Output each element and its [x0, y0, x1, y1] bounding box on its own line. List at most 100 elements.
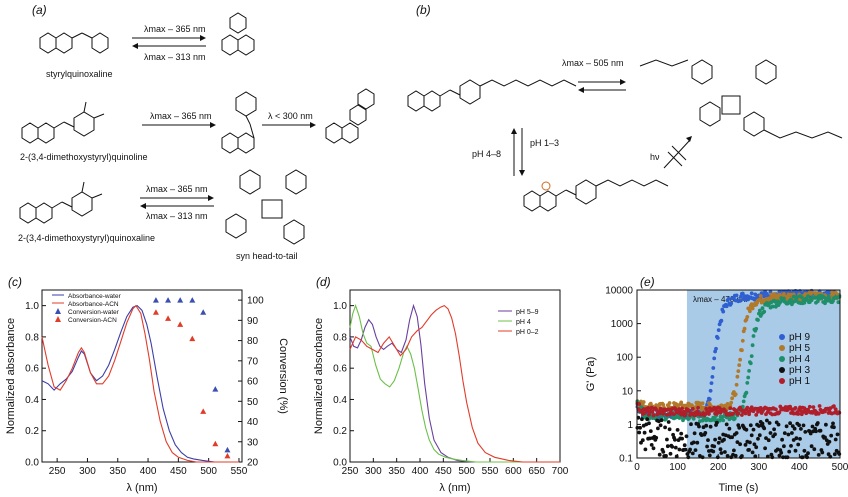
chart-e-data-point — [665, 444, 670, 449]
chart-e-data-point — [751, 334, 756, 338]
chart-d-x-tick-label: 550 — [482, 466, 499, 477]
chart-e-data-point — [793, 406, 798, 410]
chart-c-y2-tick-label: 90 — [247, 316, 259, 327]
chart-e-data-point — [810, 424, 815, 429]
chart-e-data-point — [659, 418, 664, 423]
chart-e-data-point — [750, 306, 755, 311]
chart-e-data-point — [696, 405, 700, 410]
chart-e-data-point — [796, 442, 801, 447]
chart-e-data-point — [833, 437, 838, 442]
chart-e-data-point — [727, 426, 732, 431]
chart-e-data-point — [707, 453, 712, 458]
chart-e-data-point — [664, 454, 668, 458]
chart-e-data-point — [721, 309, 726, 314]
blocked-photoreaction-arrow — [663, 136, 692, 169]
chart-e-data-point — [677, 447, 682, 452]
chart-e-legend-marker — [779, 367, 785, 373]
chart-e-data-point — [670, 444, 675, 449]
chart-e-data-point — [712, 356, 717, 361]
chart-e-data-point — [816, 453, 821, 457]
chart-e-data-point — [786, 432, 791, 437]
chart-c-conversion-marker — [177, 297, 184, 303]
chart-e-data-point — [754, 445, 759, 450]
chart-e-data-point — [659, 415, 664, 420]
chart-e-data-point — [820, 450, 825, 455]
row3-equilibrium-arrows — [140, 195, 214, 209]
chart-e-data-point — [749, 291, 754, 296]
chart-e-legend-label: pH 4 — [789, 354, 811, 365]
chart-c-frame — [41, 289, 243, 463]
chart-c-conversion-marker — [165, 315, 172, 321]
chart-e-data-point — [796, 412, 801, 416]
chart-c-y-tick-label: 1.0 — [25, 301, 39, 312]
chart-e-data-point — [656, 426, 660, 431]
row2-arrow-1 — [142, 122, 216, 128]
chart-d-x-tick-label: 600 — [505, 466, 522, 477]
panel-d-label: (d) — [316, 275, 331, 289]
chart-e-data-point — [780, 437, 784, 442]
chart-d-y-tick-label: 0.0 — [333, 458, 347, 469]
chart-d-y-tick-label: 0.2 — [333, 426, 347, 437]
chart-e-data-point — [747, 448, 751, 452]
chart-d-series-line — [349, 304, 560, 463]
chart-e-data-point — [658, 423, 663, 428]
chart-e-data-point — [716, 440, 721, 445]
chart-e-data-point — [648, 429, 653, 433]
chart-e-data-point — [748, 423, 753, 428]
chart-c-x-tick-label: 450 — [170, 466, 187, 477]
chart-e-data-point — [719, 451, 724, 455]
chart-e-data-point — [642, 411, 647, 415]
chart-e-data-point — [772, 427, 776, 432]
chart-e-data-point — [723, 450, 727, 454]
chart-e-data-point — [738, 299, 742, 303]
chart-e-data-point — [830, 290, 834, 295]
chart-e-data-point — [736, 411, 741, 416]
chart-e-data-point — [723, 409, 728, 414]
chart-e-data-point — [818, 428, 823, 433]
chart-e-data-point — [667, 427, 672, 432]
monomer-dimer-arrows — [578, 79, 626, 93]
chart-e-data-point — [716, 328, 721, 332]
chart-e-data-point — [734, 382, 739, 387]
dimethoxystyrylquinoxaline-structure — [19, 181, 103, 224]
chart-c-conversion-marker — [177, 321, 184, 327]
chart-e-data-point — [757, 308, 762, 313]
panel-a-schemes: (a) styrylquinoxaline λmax – 365 nm λmax… — [18, 3, 375, 261]
chart-c-legend-label: Absorbance-water — [68, 293, 122, 300]
chart-c-x-tick-label: 500 — [200, 466, 217, 477]
chart-c-y2-axis-label: Conversion (%) — [277, 338, 289, 414]
chart-e-data-point — [668, 451, 673, 456]
chart-c-series-line — [41, 304, 239, 463]
chart-c-conversion-marker — [200, 408, 207, 414]
chart-e-legend-label: pH 3 — [789, 365, 811, 376]
chart-e-data-point — [661, 402, 666, 407]
chart-e-data-point — [648, 401, 653, 406]
chart-e-x-tick-label: 100 — [669, 462, 686, 473]
row1-equilibrium-arrows — [132, 35, 206, 49]
chart-e-data-point — [725, 402, 730, 406]
chart-e-data-point — [791, 294, 796, 299]
panel-a-label: (a) — [32, 3, 47, 17]
chart-e-data-point — [637, 402, 642, 406]
chart-e-data-point — [807, 404, 812, 409]
chart-d-x-tick-label: 250 — [342, 466, 359, 477]
chart-e-data-point — [765, 418, 769, 423]
row1-forward-condition: λmax – 365 nm — [144, 24, 206, 34]
chart-e-data-point — [837, 452, 842, 456]
chart-e-frame — [636, 289, 841, 459]
chart-e-legend-marker — [779, 378, 785, 384]
chart-e-data-point — [648, 409, 652, 414]
chart-e-data-point — [645, 417, 650, 422]
acid-condition: pH 1–3 — [530, 138, 559, 148]
chart-e-data-point — [725, 454, 730, 458]
chart-e-data-point — [814, 429, 818, 434]
chart-e-data-point — [788, 404, 792, 409]
chart-e-data-point — [788, 421, 792, 426]
chart-e-data-point — [710, 375, 715, 379]
chart-c-legend-label: Conversion-ACN — [68, 317, 117, 324]
chart-e-data-point — [836, 300, 841, 305]
chart-e-data-point — [690, 406, 695, 411]
chart-e-data-point — [756, 436, 760, 441]
chart-e-data-point — [715, 336, 720, 340]
chart-e-data-point — [837, 294, 842, 299]
